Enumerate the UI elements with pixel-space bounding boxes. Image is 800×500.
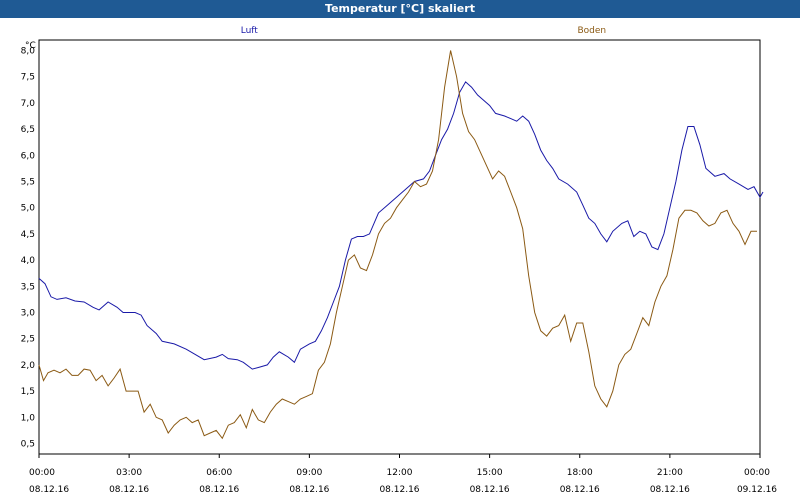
x-tick-date: 08.12.16	[560, 485, 600, 495]
x-tick-time: 12:00	[387, 468, 413, 478]
x-tick-time: 15:00	[477, 468, 503, 478]
y-tick-label: 5,5	[21, 177, 35, 187]
x-tick-date: 08.12.16	[29, 485, 69, 495]
y-axis-label: °C	[25, 41, 36, 51]
x-tick-date: 09.12.16	[737, 485, 777, 495]
y-tick-label: 8,0	[21, 46, 36, 56]
x-tick-date: 08.12.16	[289, 485, 329, 495]
legend-entry-luft: Luft	[241, 26, 259, 36]
y-tick-label: 2,0	[21, 361, 36, 371]
x-tick-date: 08.12.16	[470, 485, 510, 495]
legend: Luft Boden	[241, 26, 606, 36]
x-tick-date: 08.12.16	[199, 485, 239, 495]
x-tick-date: 08.12.16	[109, 485, 149, 495]
legend-entry-boden: Boden	[577, 26, 606, 36]
x-tick-date: 08.12.16	[379, 485, 419, 495]
window-title: Temperatur [°C] skaliert	[0, 0, 800, 18]
x-tick-time: 00:00	[744, 468, 770, 478]
y-tick-label: 4,5	[21, 230, 35, 240]
series-line-boden	[38, 50, 757, 440]
y-tick-label: 1,5	[21, 387, 35, 397]
x-tick-time: 21:00	[657, 468, 683, 478]
y-tick-label: 2,5	[21, 335, 35, 345]
series-lines	[38, 50, 764, 440]
x-tick-time: 18:00	[567, 468, 593, 478]
axes: °C 0,5 1,0 1,5 2,0 2,5 3,0 3,5 4,0 4,5 5,0 5,5 6,0 6…	[21, 39, 777, 495]
series-line-luft	[38, 81, 764, 370]
y-tick-label: 0,5	[21, 440, 35, 450]
y-tick-label: 3,0	[21, 309, 36, 319]
x-tick-time: 06:00	[206, 468, 232, 478]
x-tick-time: 00:00	[29, 468, 55, 478]
x-tick-date: 08.12.16	[650, 485, 690, 495]
y-tick-label: 4,0	[21, 256, 36, 266]
y-tick-label: 5,0	[21, 204, 36, 214]
x-tick-time: 09:00	[296, 468, 322, 478]
y-tick-label: 7,0	[21, 99, 36, 109]
plot-frame	[38, 39, 761, 455]
y-tick-label: 6,0	[21, 151, 36, 161]
y-tick-label: 6,5	[21, 125, 35, 135]
y-tick-label: 3,5	[21, 282, 35, 292]
y-tick-label: 7,5	[21, 73, 35, 83]
x-tick-time: 03:00	[116, 468, 142, 478]
y-tick-label: 1,0	[21, 413, 36, 423]
